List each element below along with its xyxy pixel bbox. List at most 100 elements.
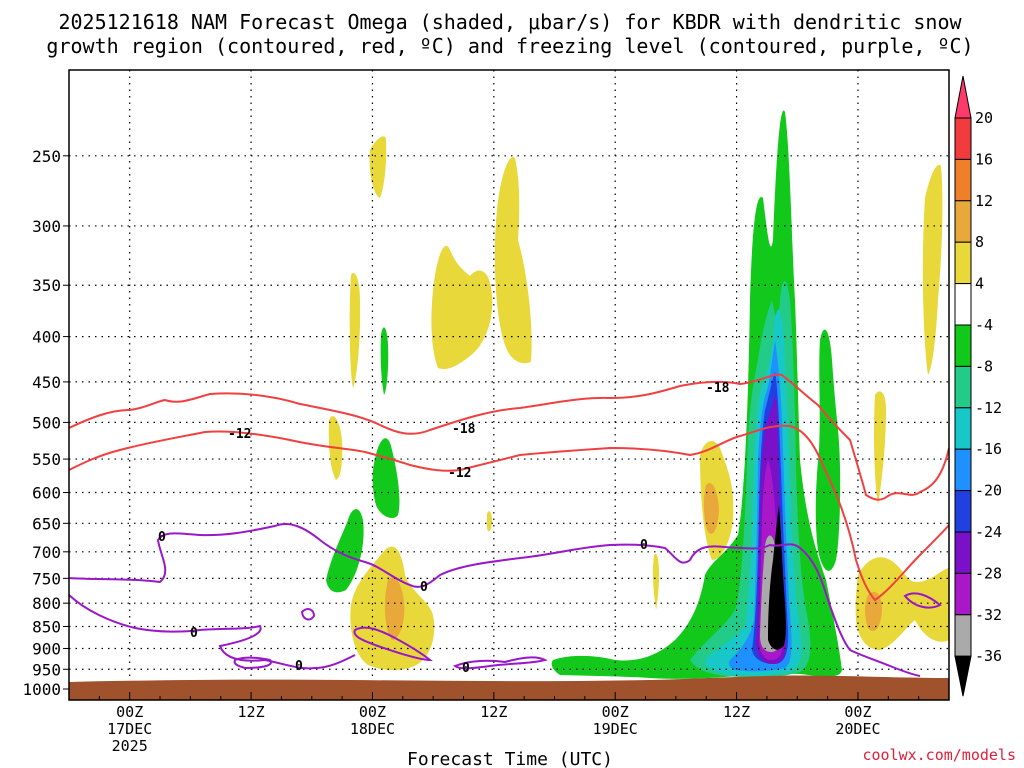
y-tick-label: 950 xyxy=(32,660,61,679)
freezing-level-line xyxy=(353,626,433,662)
colorbar-label: 12 xyxy=(975,192,993,210)
colorbar-label: 4 xyxy=(975,275,984,293)
contour-label-red-lower: -12 xyxy=(448,466,471,481)
y-tick-label: 700 xyxy=(32,543,61,562)
y-tick-label: 300 xyxy=(32,217,61,236)
x-tick-label: 12Z xyxy=(480,703,507,721)
colorbar-bottom-arrow xyxy=(954,655,972,697)
omega-area-yellow xyxy=(369,136,387,198)
y-tick-label: 650 xyxy=(32,514,61,533)
plot-area: -18 -18 -12 -12 0 0 0 0 0 0 xyxy=(69,70,949,700)
freezing-level-line xyxy=(233,656,272,670)
omega-area-yellow xyxy=(487,511,492,532)
x-tick-label: 12Z xyxy=(723,703,750,721)
y-tick-label: 750 xyxy=(32,569,61,588)
y-axis: 250 300 350 400 450 500 550 600 650 700 750 800 850 9… xyxy=(22,147,69,699)
contour-label-red-upper-mid: -18 xyxy=(452,422,476,437)
dendritic-contours xyxy=(69,373,949,602)
colorbar-label: -4 xyxy=(975,316,993,334)
colorbar-swatch xyxy=(954,283,972,326)
y-tick-label: 350 xyxy=(32,276,61,295)
y-tick-label: 400 xyxy=(32,328,61,347)
x-tick-label: 18DEC xyxy=(350,720,395,738)
contour-label-purple-6: 0 xyxy=(462,661,470,676)
omega-area-yellow xyxy=(494,157,532,364)
colorbar: 20 16 12 8 4 -4 -8 -12 -16 -20 -24 -28 -32 -36 xyxy=(954,75,1002,697)
freezing-level-line xyxy=(300,608,316,621)
omega-area-green xyxy=(326,509,364,593)
chart-title-line1: 2025121618 NAM Forecast Omega (shaded, μ… xyxy=(58,10,962,34)
y-tick-label: 450 xyxy=(32,373,61,392)
y-tick-label: 1000 xyxy=(22,680,61,699)
colorbar-swatch xyxy=(954,117,972,160)
contour-label-purple-3: 0 xyxy=(420,580,428,595)
colorbar-label: 16 xyxy=(975,150,993,168)
colorbar-swatch xyxy=(954,365,972,409)
colorbar-swatch xyxy=(954,241,972,285)
freezing-level-line xyxy=(69,522,921,677)
y-tick-label: 850 xyxy=(32,617,61,636)
contour-label-purple-1: 0 xyxy=(158,530,166,545)
colorbar-swatch xyxy=(954,490,972,533)
x-tick-label: 12Z xyxy=(238,703,265,721)
omega-area-yellow xyxy=(652,553,659,610)
colorbar-label: -16 xyxy=(975,440,1002,458)
chart-title-line2: growth region (contoured, red, ºC) and f… xyxy=(46,34,973,58)
contour-label-purple-4: 0 xyxy=(640,538,648,553)
y-tick-label: 550 xyxy=(32,450,61,469)
colorbar-swatch xyxy=(954,407,972,450)
omega-area-green xyxy=(372,438,400,519)
x-gridlines xyxy=(129,70,859,700)
y-tick-label: 600 xyxy=(32,484,61,503)
x-tick-label: 19DEC xyxy=(593,720,638,738)
x-tick-label: 00Z xyxy=(844,703,871,721)
omega-area-orange xyxy=(865,591,882,632)
omega-area-yellow xyxy=(349,272,361,388)
x-axis-label: Forecast Time (UTC) xyxy=(407,749,613,768)
x-tick-label: 2025 xyxy=(112,737,148,755)
colorbar-label: -36 xyxy=(975,647,1002,665)
colorbar-label: -24 xyxy=(975,523,1002,541)
colorbar-label: -28 xyxy=(975,564,1002,582)
colorbar-swatch xyxy=(954,572,972,616)
terrain-ground xyxy=(69,675,949,700)
x-tick-label: 00Z xyxy=(602,703,629,721)
colorbar-label: -8 xyxy=(975,357,993,375)
contour-minus12 xyxy=(69,424,949,602)
y-tick-label: 500 xyxy=(32,413,61,432)
colorbar-swatch xyxy=(954,324,972,367)
x-tick-label: 20DEC xyxy=(835,720,880,738)
colorbar-label: -32 xyxy=(975,606,1002,624)
omega-area-green xyxy=(380,327,389,395)
credit-text: coolwx.com/models xyxy=(862,746,1016,764)
omega-area-yellow xyxy=(431,245,493,370)
y-tick-label: 250 xyxy=(32,147,61,166)
colorbar-top-arrow xyxy=(954,75,972,119)
contour-label-purple-5: 0 xyxy=(295,659,303,674)
colorbar-swatch xyxy=(954,158,972,202)
contour-label-purple-2: 0 xyxy=(190,626,198,641)
colorbar-label: -12 xyxy=(975,399,1002,417)
colorbar-swatch xyxy=(954,614,972,657)
contour-label-red-lower-left: -12 xyxy=(228,427,251,442)
x-tick-label: 17DEC xyxy=(107,720,152,738)
colorbar-label: 8 xyxy=(975,233,984,251)
colorbar-swatch xyxy=(954,200,972,243)
x-tick-label: 00Z xyxy=(359,703,386,721)
contour-minus18 xyxy=(69,373,949,501)
omega-area-orange xyxy=(384,577,405,640)
freezing-level-line xyxy=(453,656,548,670)
y-tick-label: 900 xyxy=(32,639,61,658)
plot-frame xyxy=(68,69,950,701)
omega-core-areas xyxy=(690,281,811,678)
freezing-level-line xyxy=(69,594,356,670)
y-tick-label: 800 xyxy=(32,594,61,613)
colorbar-swatch xyxy=(954,531,972,574)
freezing-level-line xyxy=(903,592,942,609)
omega-area-green xyxy=(815,329,841,571)
omega-area-yellow xyxy=(922,164,943,375)
colorbar-label: -20 xyxy=(975,482,1002,500)
omega-area-yellow xyxy=(874,391,886,505)
